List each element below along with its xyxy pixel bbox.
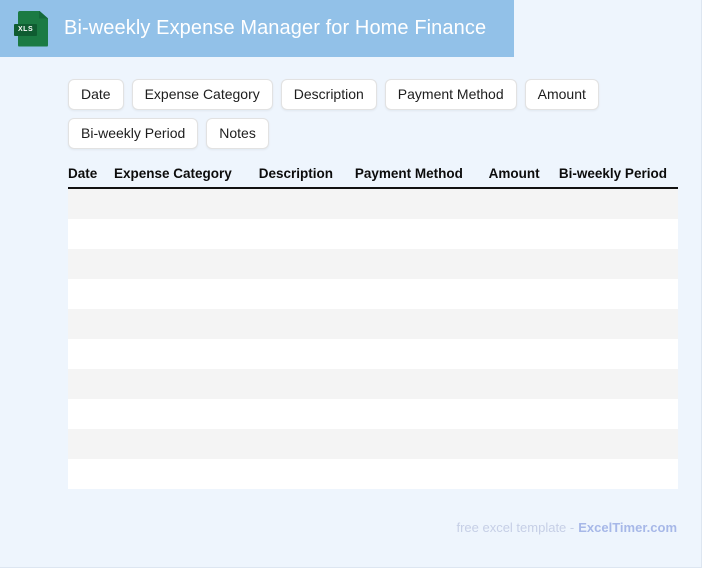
table-cell[interactable] (558, 399, 678, 429)
page-title: Bi-weekly Expense Manager for Home Finan… (64, 17, 487, 39)
table-cell[interactable] (68, 339, 114, 369)
table-cell[interactable] (354, 399, 489, 429)
footer-free-text: free excel template - (456, 520, 575, 535)
table-row[interactable] (68, 399, 678, 429)
table-cell[interactable] (558, 429, 678, 459)
table-cell[interactable] (558, 459, 678, 489)
table-cell[interactable] (558, 249, 678, 279)
table-cell[interactable] (488, 279, 559, 309)
table-cell[interactable] (354, 188, 489, 219)
column-header-expense-category[interactable]: Expense Category (114, 163, 259, 189)
table-cell[interactable] (354, 459, 489, 489)
table-cell[interactable] (114, 219, 259, 249)
table-cell[interactable] (354, 369, 489, 399)
spreadsheet-table-viewport: Date Expense Category Description Paymen… (68, 163, 678, 492)
chip-amount[interactable]: Amount (524, 79, 599, 110)
table-cell[interactable] (558, 188, 678, 219)
chip-description[interactable]: Description (280, 79, 377, 110)
table-cell[interactable] (258, 459, 355, 489)
table-row[interactable] (68, 429, 678, 459)
column-header-description[interactable]: Description (258, 163, 355, 189)
table-cell[interactable] (258, 188, 355, 219)
table-cell[interactable] (488, 399, 559, 429)
table-cell[interactable] (114, 279, 259, 309)
table-cell[interactable] (258, 279, 355, 309)
table-cell[interactable] (68, 219, 114, 249)
table-cell[interactable] (258, 429, 355, 459)
table-cell[interactable] (488, 369, 559, 399)
chip-bi-weekly-period[interactable]: Bi-weekly Period (68, 118, 199, 149)
table-cell[interactable] (114, 399, 259, 429)
footer-brand-link[interactable]: ExcelTimer.com (578, 520, 677, 535)
table-cell[interactable] (114, 369, 259, 399)
table-cell[interactable] (68, 279, 114, 309)
app-header-bar: XLS Bi-weekly Expense Manager for Home F… (0, 0, 514, 57)
table-cell[interactable] (68, 459, 114, 489)
column-chip-list: Date Expense Category Description Paymen… (68, 79, 668, 149)
footer-attribution: free excel template - ExcelTimer.com (456, 520, 677, 535)
table-row[interactable] (68, 369, 678, 399)
table-header-row: Date Expense Category Description Paymen… (68, 163, 678, 189)
table-cell[interactable] (488, 219, 559, 249)
table-cell[interactable] (258, 399, 355, 429)
table-row[interactable] (68, 219, 678, 249)
table-cell[interactable] (558, 219, 678, 249)
xls-icon-fold (39, 10, 48, 19)
table-cell[interactable] (114, 459, 259, 489)
table-cell[interactable] (488, 339, 559, 369)
chip-payment-method[interactable]: Payment Method (384, 79, 517, 110)
table-cell[interactable] (354, 339, 489, 369)
xls-file-icon: XLS (14, 10, 48, 47)
table-row[interactable] (68, 309, 678, 339)
table-cell[interactable] (68, 399, 114, 429)
table-row[interactable] (68, 279, 678, 309)
table-cell[interactable] (114, 188, 259, 219)
table-cell[interactable] (558, 339, 678, 369)
xls-icon-badge-label: XLS (14, 23, 38, 36)
table-cell[interactable] (488, 249, 559, 279)
table-cell[interactable] (558, 369, 678, 399)
table-cell[interactable] (68, 309, 114, 339)
column-header-payment-method[interactable]: Payment Method (354, 163, 489, 189)
spreadsheet-table: Date Expense Category Description Paymen… (68, 163, 678, 489)
table-cell[interactable] (68, 369, 114, 399)
table-row[interactable] (68, 188, 678, 219)
table-cell[interactable] (488, 459, 559, 489)
chip-notes[interactable]: Notes (206, 118, 269, 149)
table-cell[interactable] (68, 429, 114, 459)
table-header: Date Expense Category Description Paymen… (68, 163, 678, 189)
column-header-bi-weekly-period[interactable]: Bi-weekly Period (558, 163, 678, 189)
table-cell[interactable] (488, 188, 559, 219)
table-cell[interactable] (558, 309, 678, 339)
table-cell[interactable] (258, 369, 355, 399)
table-cell[interactable] (114, 309, 259, 339)
column-header-date[interactable]: Date (68, 163, 114, 189)
table-cell[interactable] (488, 309, 559, 339)
table-cell[interactable] (354, 279, 489, 309)
table-cell[interactable] (258, 339, 355, 369)
table-cell[interactable] (68, 188, 114, 219)
table-row[interactable] (68, 339, 678, 369)
table-row[interactable] (68, 459, 678, 489)
chip-date[interactable]: Date (68, 79, 124, 110)
table-cell[interactable] (258, 219, 355, 249)
table-cell[interactable] (114, 429, 259, 459)
table-cell[interactable] (114, 249, 259, 279)
table-cell[interactable] (354, 309, 489, 339)
table-cell[interactable] (258, 309, 355, 339)
table-cell[interactable] (354, 249, 489, 279)
table-cell[interactable] (558, 279, 678, 309)
table-cell[interactable] (354, 429, 489, 459)
table-cell[interactable] (68, 249, 114, 279)
table-row[interactable] (68, 249, 678, 279)
table-body (68, 188, 678, 489)
table-cell[interactable] (354, 219, 489, 249)
table-cell[interactable] (488, 429, 559, 459)
chip-expense-category[interactable]: Expense Category (131, 79, 273, 110)
table-cell[interactable] (258, 249, 355, 279)
table-cell[interactable] (114, 339, 259, 369)
column-header-amount[interactable]: Amount (488, 163, 559, 189)
